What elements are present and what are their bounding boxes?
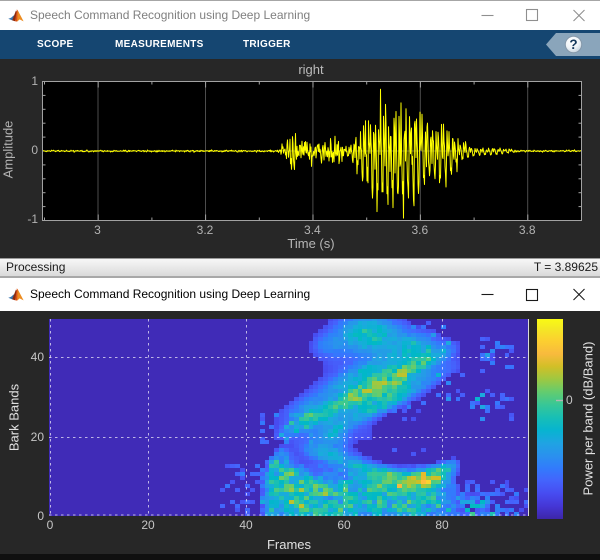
- svg-text:?: ?: [569, 37, 577, 52]
